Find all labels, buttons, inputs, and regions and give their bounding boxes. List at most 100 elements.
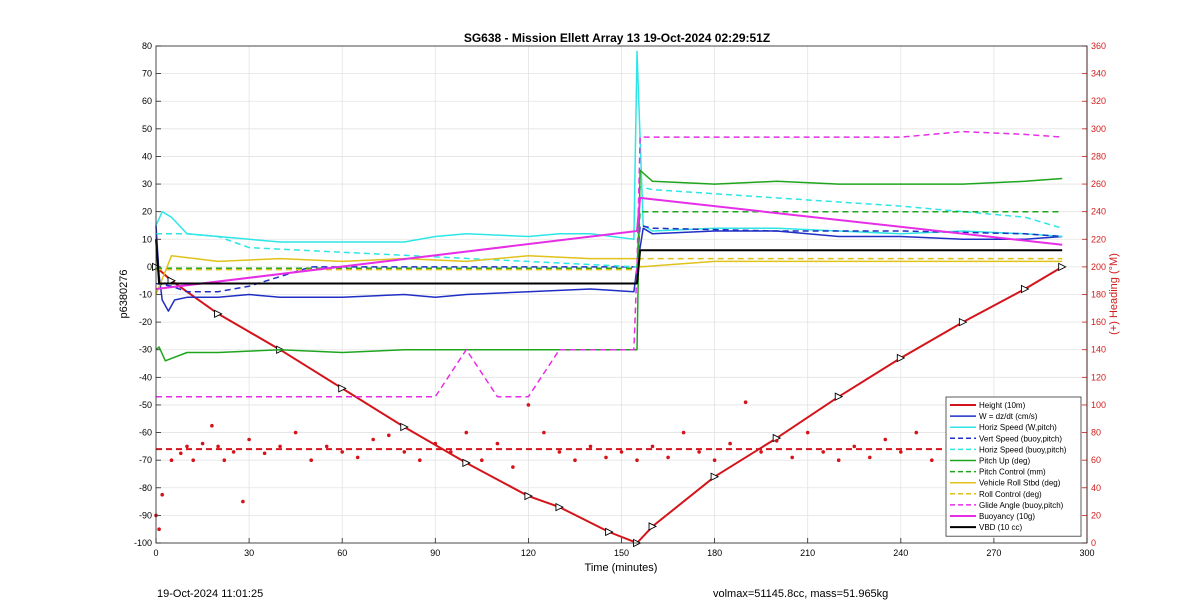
heading-point bbox=[160, 492, 164, 497]
heading-point bbox=[185, 444, 189, 449]
y-tick-label: 0 bbox=[147, 262, 152, 272]
y2-tick-label: 180 bbox=[1091, 290, 1106, 300]
series-glide-angle-buoy-pitch bbox=[156, 130, 1063, 398]
height-marker bbox=[834, 392, 844, 401]
heading-point bbox=[309, 458, 314, 463]
heading-point bbox=[355, 455, 360, 460]
heading-point bbox=[728, 441, 732, 446]
series-horiz-speed-buoy-pitch bbox=[156, 186, 1063, 268]
y-tick-label: 40 bbox=[142, 151, 152, 161]
series-heading-m bbox=[154, 400, 1058, 531]
y-tick-label: 10 bbox=[142, 234, 152, 244]
plot-frame bbox=[155, 45, 1088, 544]
y-tick-label: -20 bbox=[139, 317, 152, 327]
heading-point bbox=[573, 458, 577, 463]
heading-point bbox=[179, 451, 183, 456]
y2-tick-label: 140 bbox=[1091, 345, 1106, 355]
heading-point bbox=[210, 423, 214, 428]
heading-point bbox=[805, 430, 810, 435]
legend-label: W = dz/dt (cm/s) bbox=[979, 412, 1038, 421]
series-pitch-control-mm bbox=[156, 210, 1063, 270]
heading-point bbox=[200, 441, 205, 446]
heading-point bbox=[883, 437, 888, 442]
legend-label: Vehicle Roll Stbd (deg) bbox=[979, 479, 1061, 488]
x-axis: 0 30 60 90 120 150 180 210 240 270 300 bbox=[153, 538, 1095, 558]
heading-point bbox=[157, 527, 161, 531]
plot-area bbox=[152, 50, 1067, 548]
x-tick-label: 60 bbox=[337, 548, 347, 558]
x-tick-label: 240 bbox=[893, 548, 908, 558]
right-y-axis: 0 20 40 60 80 100 120 140 160 180 200 220 240 260 280 3… bbox=[1082, 41, 1106, 548]
height-marker bbox=[605, 527, 614, 537]
y-tick-label: 60 bbox=[142, 96, 152, 106]
height-marker bbox=[167, 276, 177, 285]
legend: Height (10m) W = dz/dt (cm/s) Horiz Speed … bbox=[945, 396, 1082, 537]
heading-point bbox=[930, 458, 934, 463]
y2-tick-label: 320 bbox=[1091, 96, 1106, 106]
legend-label: Vert Speed (buoy,pitch) bbox=[979, 434, 1062, 443]
x-tick-label: 270 bbox=[986, 548, 1001, 558]
footer-volmax-mass: volmax=51145.8cc, mass=51.965kg bbox=[713, 588, 889, 600]
heading-point bbox=[418, 458, 422, 463]
y-tick-label: -30 bbox=[139, 345, 152, 355]
y2-tick-label: 100 bbox=[1091, 400, 1106, 410]
legend-label: Pitch Up (deg) bbox=[979, 457, 1030, 466]
heading-point bbox=[324, 444, 329, 449]
height-marker bbox=[648, 522, 658, 531]
heading-point bbox=[836, 458, 841, 463]
heading-point bbox=[868, 455, 872, 460]
y-tick-label: -40 bbox=[139, 372, 152, 382]
series-line bbox=[155, 225, 1063, 312]
heading-point bbox=[666, 455, 670, 460]
heading-point bbox=[759, 450, 763, 454]
heading-point bbox=[340, 450, 345, 454]
x-tick-label: 180 bbox=[707, 548, 722, 558]
series-line bbox=[155, 50, 1063, 243]
heading-point bbox=[464, 430, 469, 435]
y2-tick-label: 220 bbox=[1091, 234, 1106, 244]
heading-point bbox=[169, 458, 174, 463]
series-line bbox=[155, 239, 1063, 285]
heading-point bbox=[231, 450, 236, 454]
footer-timestamp: 19-Oct-2024 11:01:25 bbox=[157, 588, 264, 600]
legend-label: Height (10m) bbox=[979, 401, 1026, 410]
height-marker bbox=[958, 317, 968, 327]
heading-point bbox=[293, 430, 298, 435]
heading-point bbox=[247, 437, 251, 442]
heading-point bbox=[604, 455, 608, 460]
heading-point bbox=[526, 403, 531, 407]
heading-point bbox=[402, 450, 407, 454]
heading-point bbox=[588, 444, 593, 449]
series-line bbox=[156, 186, 1063, 268]
legend-box bbox=[945, 396, 1082, 537]
y-axis-label: p6380276 bbox=[118, 270, 130, 319]
left-y-axis: -100-90-80-70-60-50-40-30-20-10010203040… bbox=[134, 41, 161, 548]
y2-tick-label: 300 bbox=[1091, 124, 1106, 134]
heading-point bbox=[743, 400, 748, 405]
series-w-dz-dt-cm-s bbox=[155, 225, 1063, 312]
y2-tick-label: 260 bbox=[1091, 179, 1106, 189]
y-tick-label: 70 bbox=[142, 69, 152, 79]
heading-point bbox=[222, 458, 227, 463]
legend-label: Horiz Speed (W,pitch) bbox=[979, 423, 1057, 432]
series-vbd-10-cc bbox=[155, 239, 1063, 285]
height-marker bbox=[710, 472, 720, 481]
x-tick-label: 90 bbox=[430, 548, 440, 558]
legend-label: Horiz Speed (buoy,pitch) bbox=[979, 445, 1067, 454]
heading-point bbox=[371, 437, 376, 442]
heading-point bbox=[681, 430, 686, 435]
x-tick-label: 30 bbox=[244, 548, 254, 558]
heading-point bbox=[619, 450, 624, 454]
height-marker bbox=[896, 353, 906, 363]
x-tick-label: 300 bbox=[1079, 548, 1094, 558]
y-tick-label: 30 bbox=[142, 179, 152, 189]
heading-point bbox=[511, 465, 515, 469]
legend-label: Roll Control (deg) bbox=[979, 490, 1042, 499]
height-marker bbox=[1058, 262, 1067, 272]
y-tick-label: -80 bbox=[139, 483, 152, 493]
chart-title: SG638 - Mission Ellett Array 13 19-Oct-2… bbox=[464, 31, 770, 45]
series-line bbox=[156, 257, 1063, 271]
y2-tick-label: 20 bbox=[1091, 510, 1101, 520]
heading-point bbox=[191, 458, 195, 463]
series-line bbox=[155, 255, 1063, 295]
